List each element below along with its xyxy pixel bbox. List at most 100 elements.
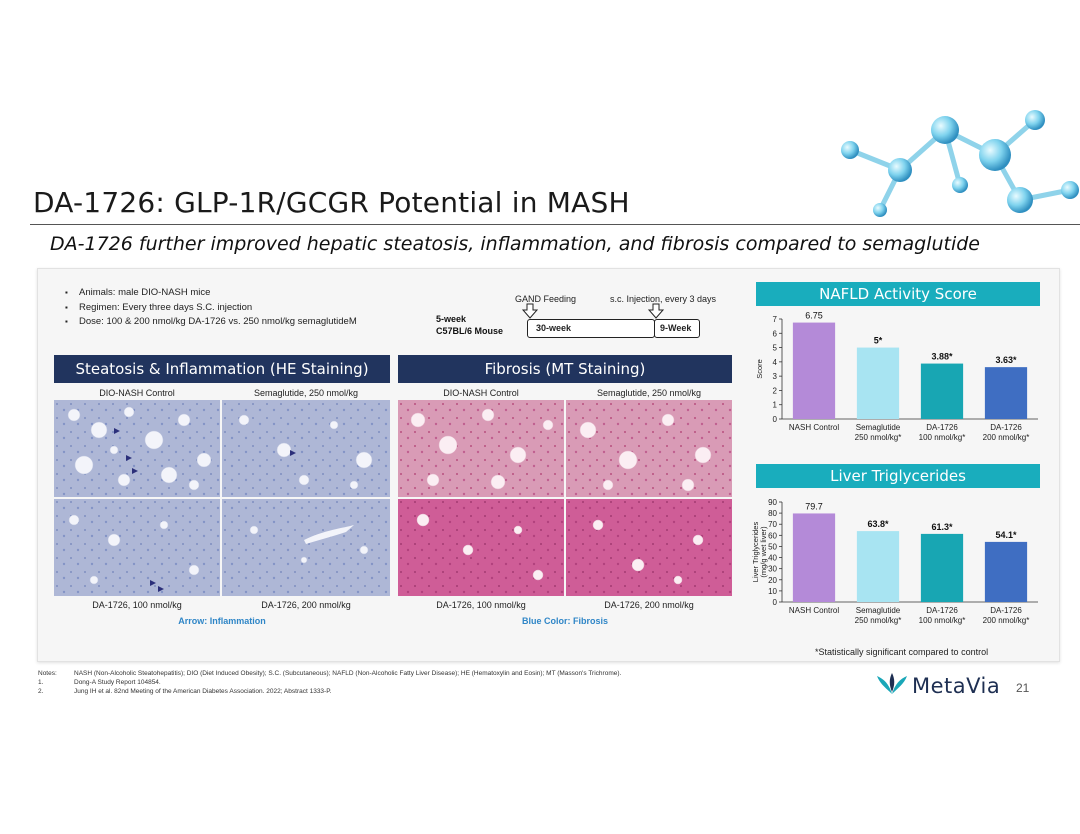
mt-label-control: DIO-NASH Control (443, 388, 519, 398)
y-tick-label: 6 (773, 329, 778, 338)
y-tick-label: 3 (773, 372, 778, 381)
bar (856, 347, 900, 419)
mt-label-semaglutide: Semaglutide, 250 nmol/kg (596, 388, 702, 398)
x-tick-label: DA-1726 (926, 606, 958, 615)
mt-image-control (398, 400, 564, 497)
slide-subtitle: DA-1726 further improved hepatic steatos… (50, 233, 980, 255)
y-tick-label: 0 (773, 598, 778, 607)
metavia-logo-icon (877, 673, 907, 694)
he-arrow-note: Arrow: Inflammation (178, 616, 266, 626)
mouse-strain-label: C57BL/6 Mouse (436, 326, 504, 336)
y-tick-label: 80 (768, 509, 777, 518)
molecule-decoration (841, 110, 1079, 217)
data-label: 6.75 (805, 311, 823, 321)
y-tick-label: 90 (768, 498, 777, 507)
he-label-da1726-200: DA-1726, 200 nmol/kg (261, 600, 351, 610)
mt-micrograph-grid (398, 400, 732, 596)
y-tick-label: 0 (773, 415, 778, 424)
nafld-activity-score-chart: 0 1 2 3 4 5 6 7 Score 6.75 NASH Control 5* Semagluti… (755, 311, 1038, 442)
data-label: 3.63* (995, 355, 1017, 365)
y-axis-label: (mg/g wet liver) (759, 526, 768, 578)
footnote-text: Dong-A Study Report 104854. (74, 679, 161, 686)
footnote-row: Notes: NASH (Non-Alcoholic Steatohepatiti… (38, 669, 621, 678)
title-divider (30, 224, 1080, 225)
mt-image-da1726-200 (566, 499, 732, 596)
y-tick-label: 1 (773, 401, 778, 410)
x-tick-label: 100 nmol/kg* (919, 616, 966, 625)
data-label: 3.88* (931, 352, 953, 362)
y-tick-label: 50 (768, 542, 777, 551)
footnote-text: Jung IH et al. 82nd Meeting of the Ameri… (74, 688, 332, 695)
x-tick-label: Semaglutide (856, 423, 901, 432)
data-label: 61.3* (931, 522, 953, 532)
bar (792, 513, 836, 602)
he-image-da1726-100 (54, 499, 220, 596)
footnote-row: 2. Jung IH et al. 82nd Meeting of the Ame… (38, 687, 621, 696)
x-tick-label: 250 nmol/kg* (855, 433, 902, 442)
y-tick-label: 30 (768, 565, 777, 574)
footnote-key: Notes: (38, 670, 57, 677)
nafld-chart-title: NAFLD Activity Score (756, 282, 1040, 306)
footnote-key: 2. (38, 688, 44, 695)
he-label-control: DIO-NASH Control (99, 388, 175, 398)
y-tick-label: 2 (773, 386, 778, 395)
x-tick-label: DA-1726 (990, 423, 1022, 432)
y-tick-label: 70 (768, 520, 777, 529)
down-arrow-icon (648, 303, 664, 319)
down-arrow-icon (522, 303, 538, 319)
y-tick-label: 4 (773, 358, 778, 367)
injection-label: s.c. Injection, every 3 days (610, 294, 717, 304)
x-tick-label: DA-1726 (926, 423, 958, 432)
triglycerides-chart-title: Liver Triglycerides (756, 464, 1040, 488)
y-tick-label: 20 (768, 576, 777, 585)
gand-feeding-label: GAND Feeding (515, 294, 577, 304)
y-tick-label: 40 (768, 554, 777, 563)
data-label: 63.8* (867, 519, 889, 529)
data-label: 54.1* (995, 530, 1017, 540)
mt-image-da1726-100 (398, 499, 564, 596)
phase-9-week: 9-Week (654, 319, 700, 338)
liver-triglycerides-chart: 0 10 20 30 40 50 60 70 80 90 Liver Triglycerides (m… (752, 498, 1038, 625)
he-staining-header: Steatosis & Inflammation (HE Staining) (54, 355, 390, 383)
x-tick-label: 250 nmol/kg* (855, 616, 902, 625)
x-tick-label: 200 nmol/kg* (983, 433, 1030, 442)
he-micrograph-grid (54, 400, 390, 596)
data-label: 79.7 (805, 501, 823, 511)
bar (792, 322, 836, 419)
footnote-key: 1. (38, 679, 44, 686)
he-label-da1726-100: DA-1726, 100 nmol/kg (92, 600, 182, 610)
footnotes: Notes: NASH (Non-Alcoholic Steatohepatiti… (38, 669, 621, 696)
footnote-text: NASH (Non-Alcoholic Steatohepatitis); DI… (74, 670, 622, 677)
list-item: Animals: male DIO-NASH mice (65, 286, 357, 301)
bar (920, 533, 964, 602)
bar (984, 541, 1028, 602)
study-timeline: GAND Feeding s.c. Injection, every 3 day… (430, 290, 730, 350)
mt-label-da1726-100: DA-1726, 100 nmol/kg (436, 600, 526, 610)
x-tick-label: 200 nmol/kg* (983, 616, 1030, 625)
x-tick-label: Semaglutide (856, 606, 901, 615)
bar (920, 363, 964, 419)
bar (856, 531, 900, 602)
x-tick-label: NASH Control (789, 606, 839, 615)
y-tick-label: 60 (768, 531, 777, 540)
y-axis-label: Liver Triglycerides (752, 522, 760, 583)
mt-fibrosis-note: Blue Color: Fibrosis (521, 616, 608, 626)
y-tick-label: 7 (773, 315, 778, 324)
y-tick-label: 10 (768, 587, 777, 596)
x-tick-label: NASH Control (789, 423, 839, 432)
y-tick-label: 5 (773, 344, 778, 353)
mt-staining-header: Fibrosis (MT Staining) (398, 355, 732, 383)
page-number: 21 (1016, 681, 1030, 695)
significance-note: *Statistically significant compared to c… (815, 647, 989, 657)
x-tick-label: DA-1726 (990, 606, 1022, 615)
phase-30-week: 30-week (527, 319, 655, 338)
data-label: 5* (874, 336, 883, 346)
footnote-row: 1. Dong-A Study Report 104854. (38, 678, 621, 687)
list-item: Dose: 100 & 200 nmol/kg DA-1726 vs. 250 … (65, 315, 357, 330)
he-label-semaglutide: Semaglutide, 250 nmol/kg (253, 388, 359, 398)
slide-title: DA-1726: GLP-1R/GCGR Potential in MASH (33, 186, 630, 219)
bar (984, 367, 1028, 419)
y-axis-label: Score (755, 359, 764, 379)
study-design-list: Animals: male DIO-NASH mice Regimen: Eve… (65, 286, 357, 330)
list-item: Regimen: Every three days S.C. injection (65, 301, 357, 316)
